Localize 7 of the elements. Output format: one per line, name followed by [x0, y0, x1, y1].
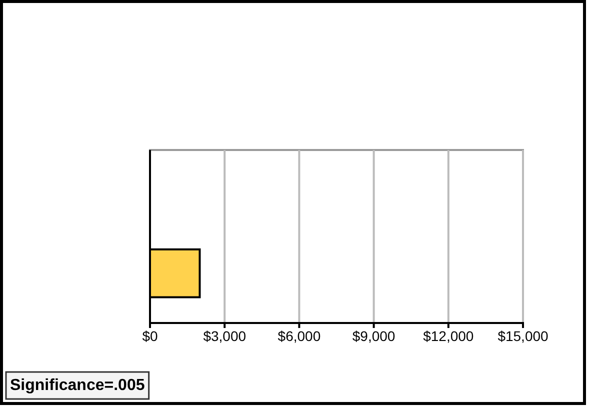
x-tick-label: $3,000	[203, 328, 246, 344]
x-tick-label: $12,000	[423, 328, 474, 344]
text: Significance=.005	[10, 377, 145, 394]
x-tick-label: $6,000	[278, 328, 321, 344]
x-tick-label: $9,000	[352, 328, 396, 344]
x-tick-label: $15,000	[498, 328, 549, 344]
x-tick-label: $0	[142, 328, 158, 344]
